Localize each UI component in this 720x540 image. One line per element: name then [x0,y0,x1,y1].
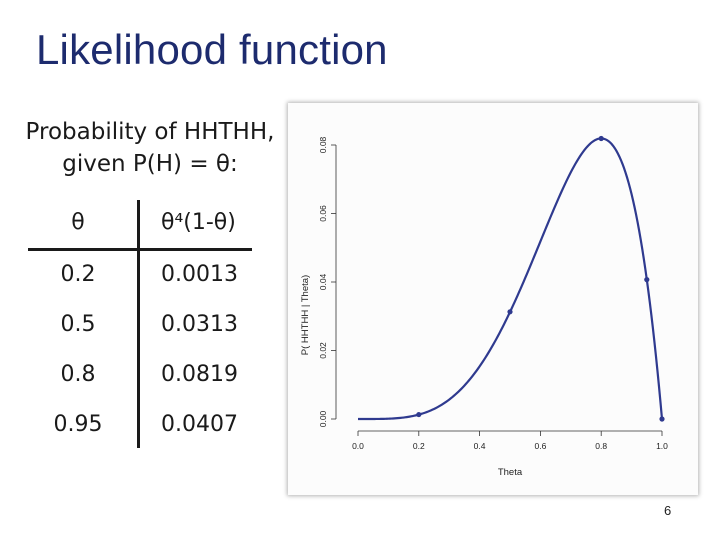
x-tick-label: 1.0 [656,441,668,451]
table-divider-vertical [137,200,140,448]
y-tick-label: 0.02 [318,342,328,359]
y-axis-label: P( HHTHH | Theta) [300,275,311,355]
data-point [659,416,665,422]
table-header-theta: θ [71,210,85,235]
likelihood-chart: 0.0 0.2 0.4 0.6 0.8 1.0 0.00 0.02 0.04 0.06 0.08 T… [300,135,668,478]
table-cell-theta: 0.5 [60,312,96,337]
data-point [416,411,422,418]
table-cell-likelihood: 0.0819 [161,362,238,387]
likelihood-plot: 0.0 0.2 0.4 0.6 0.8 1.0 0.00 0.02 0.04 0.06 0.08 T… [288,103,698,495]
caption-line-2: given P(H) = θ: [62,151,238,177]
x-tick-label: 0.4 [474,441,486,451]
x-tick-label: 0.0 [352,441,364,451]
table-header-likelihood: θ⁴(1-θ) [161,210,236,235]
likelihood-curve [358,137,664,421]
table-cell-likelihood: 0.0013 [161,262,238,287]
x-tick-label: 0.2 [413,441,425,451]
page-number: 6 [664,503,672,518]
table-cell-theta: 0.95 [53,412,103,437]
slide-title: Likelihood function [36,26,388,73]
table-cell-theta: 0.2 [60,262,96,287]
caption-line-1: Probability of HHTHH, [25,119,275,145]
table-cell-likelihood: 0.0407 [161,412,238,437]
table-cell-likelihood: 0.0313 [161,312,238,337]
x-tick-label: 0.6 [534,441,546,451]
y-tick-label: 0.08 [318,136,328,153]
y-tick-label: 0.00 [318,410,328,427]
table-cell-theta: 0.8 [60,362,96,387]
caption: Probability of HHTHH, given P(H) = θ: [20,116,280,180]
x-tick-label: 0.8 [595,441,607,451]
y-tick-label: 0.04 [318,273,328,290]
x-axis-label: Theta [498,467,523,478]
table-divider-horizontal [28,248,252,251]
y-tick-label: 0.06 [318,205,328,222]
data-point [598,135,604,142]
probability-table: θ θ⁴(1-θ) 0.2 0.0013 0.5 0.0313 0.8 0.08… [28,200,252,450]
data-point [644,277,650,283]
data-point [507,309,513,315]
